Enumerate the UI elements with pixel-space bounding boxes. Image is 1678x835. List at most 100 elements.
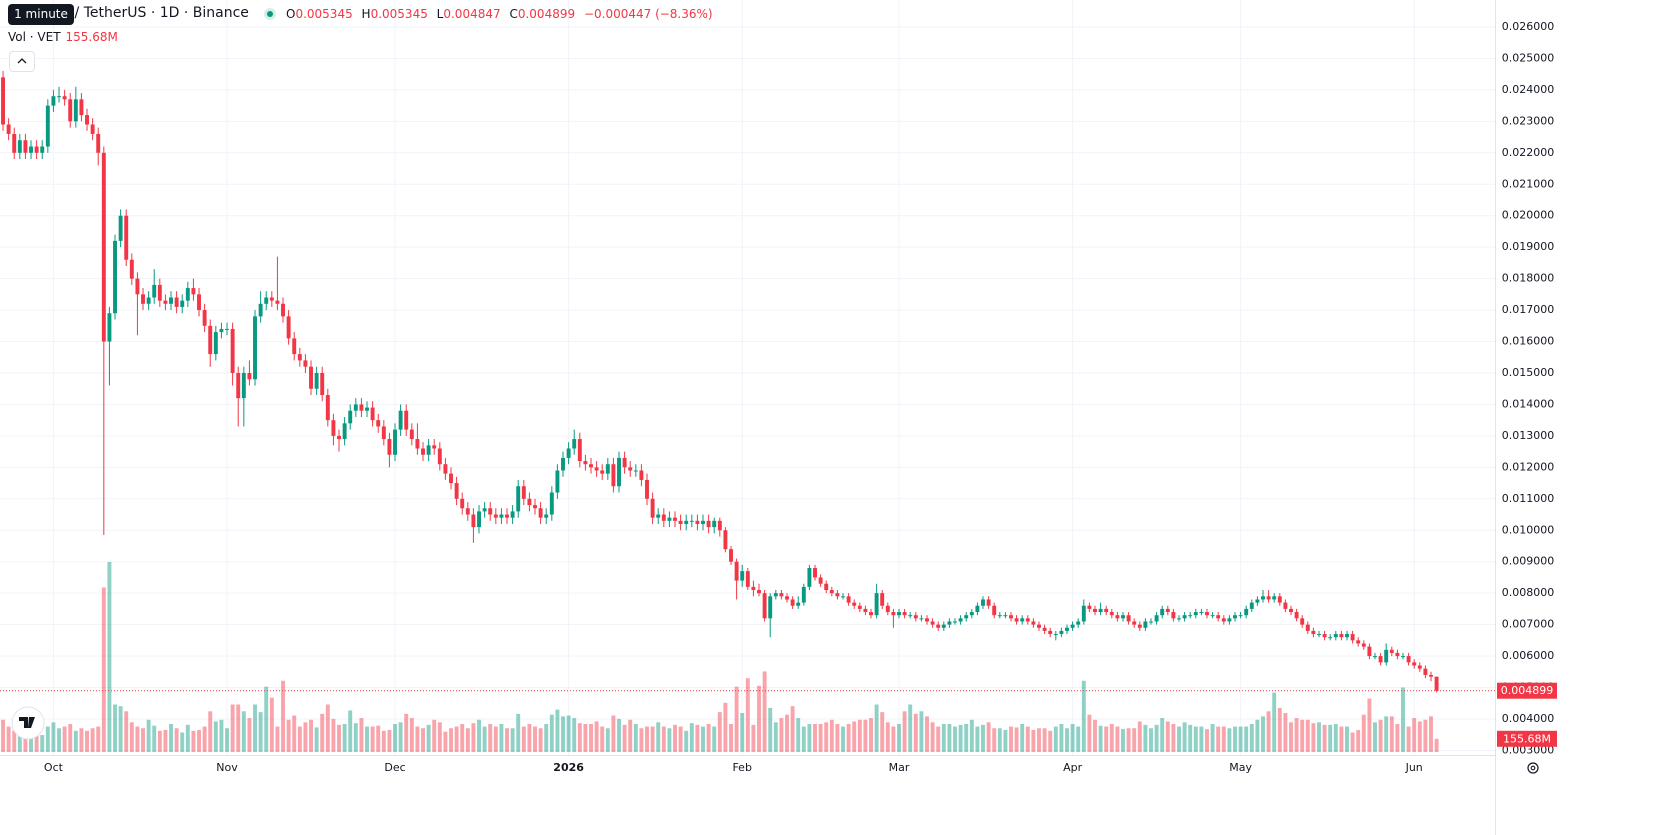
volume-bar xyxy=(913,713,918,752)
volume-bar xyxy=(841,726,845,752)
volume-bar xyxy=(79,728,84,752)
volume-bar xyxy=(169,724,173,752)
candle-body xyxy=(953,621,957,623)
volume-bar xyxy=(577,723,582,752)
volume-bar xyxy=(807,724,812,752)
candle-body xyxy=(146,297,151,304)
volume-bar xyxy=(1087,714,1092,752)
market-status[interactable] xyxy=(264,8,276,20)
volume-bar xyxy=(521,726,526,752)
volume-bar xyxy=(1417,721,1422,752)
volume-bar xyxy=(213,721,218,752)
candle-body xyxy=(538,508,543,518)
candle-body xyxy=(437,448,442,465)
candle-body xyxy=(404,410,409,430)
candle-body xyxy=(1160,608,1165,616)
candle-body xyxy=(213,332,218,355)
volume-bar xyxy=(269,697,274,752)
candle-body xyxy=(264,297,269,304)
volume-bar xyxy=(600,726,605,752)
volume-bar xyxy=(325,704,330,752)
volume-bar xyxy=(331,718,336,752)
volume-bar xyxy=(1210,724,1215,752)
candle-body xyxy=(577,439,582,462)
candle-body xyxy=(544,514,549,518)
candle-body xyxy=(174,297,179,307)
volume-bar xyxy=(12,730,17,752)
candle-body xyxy=(219,328,224,333)
candle-body xyxy=(482,508,487,512)
candle-body xyxy=(801,586,806,603)
candle-body xyxy=(432,445,437,449)
volume-bar xyxy=(96,726,101,752)
volume-bar xyxy=(958,724,963,752)
volume-bar xyxy=(180,732,185,752)
legend-change: −0.000447 (−8.36%) xyxy=(583,7,713,21)
volume-bar xyxy=(768,707,773,752)
price-badge-label: 0.004899 xyxy=(1501,684,1554,697)
candle-body xyxy=(297,354,302,361)
candle-body xyxy=(891,612,896,616)
candle-body xyxy=(1020,618,1025,622)
volume-bar xyxy=(152,725,157,752)
volume-bar xyxy=(493,726,498,752)
volume-bar xyxy=(925,716,929,752)
volume-bar xyxy=(1037,728,1041,752)
volume-bar xyxy=(975,726,980,752)
y-tick-label: 0.026000 xyxy=(1502,20,1555,33)
volume-bar xyxy=(1003,729,1008,752)
candle-body xyxy=(673,517,677,521)
collapse-button[interactable] xyxy=(9,51,35,72)
volume-bar xyxy=(365,726,369,752)
candle-body xyxy=(617,457,621,487)
volume-bar xyxy=(684,730,689,752)
legend-label: O xyxy=(286,7,296,21)
candle-body xyxy=(723,530,728,550)
y-tick-label: 0.019000 xyxy=(1502,240,1555,253)
volume-bar xyxy=(897,724,901,752)
candle-body xyxy=(555,470,560,493)
candle-body xyxy=(1294,612,1299,619)
candle-body xyxy=(1087,605,1092,609)
volume-bar xyxy=(824,722,829,752)
candle-body xyxy=(779,593,784,597)
volume-bar xyxy=(1081,680,1086,752)
candle-body xyxy=(650,498,655,518)
volume-bar xyxy=(846,724,851,752)
candle-body xyxy=(1311,630,1316,635)
volume-bar xyxy=(1,719,5,752)
candle-body xyxy=(163,300,168,304)
volume-bar xyxy=(891,726,896,752)
candle-body xyxy=(141,294,145,304)
volume-bar xyxy=(829,719,834,752)
legend-label: L xyxy=(436,7,444,21)
volume-bar xyxy=(264,686,269,752)
settings-icon[interactable] xyxy=(1527,762,1539,774)
volume-bar xyxy=(281,680,285,752)
candle-body xyxy=(695,520,700,524)
volume-bar xyxy=(398,722,403,752)
volume-bar xyxy=(51,722,56,752)
volume-bar xyxy=(1059,724,1064,752)
candle-body xyxy=(477,511,481,528)
volume-bar xyxy=(611,715,616,752)
candle-body xyxy=(325,395,330,421)
volume-bar xyxy=(1378,719,1383,752)
candle-body xyxy=(465,508,470,515)
candle-body xyxy=(1361,643,1366,647)
volume-bar xyxy=(1395,724,1400,752)
volume-bar xyxy=(1070,724,1075,752)
candle-body xyxy=(359,404,364,411)
volume-bar xyxy=(342,724,347,752)
candle-body xyxy=(225,328,229,330)
volume-bar xyxy=(219,719,224,752)
candle-body xyxy=(152,284,157,298)
volume-bar xyxy=(1294,718,1299,752)
volume-bar xyxy=(941,724,946,752)
volume-bar xyxy=(510,728,515,752)
candle-body xyxy=(510,511,515,518)
volume-bar xyxy=(880,712,885,752)
volume-bar xyxy=(359,718,364,752)
candle-body xyxy=(594,467,599,471)
